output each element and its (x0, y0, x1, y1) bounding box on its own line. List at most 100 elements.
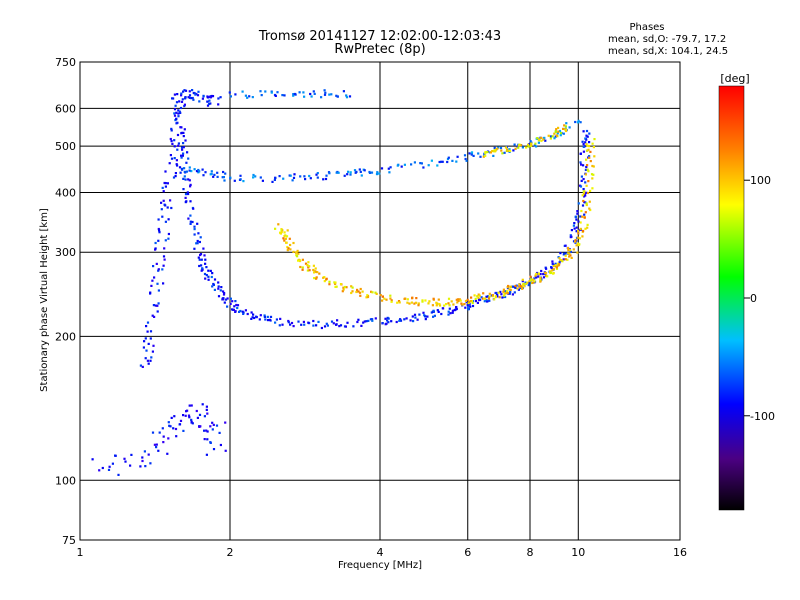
data-point (426, 315, 429, 318)
data-point (326, 324, 329, 327)
data-point (316, 176, 319, 179)
data-point (387, 167, 390, 170)
data-point (163, 258, 166, 261)
data-point (170, 416, 173, 419)
data-point (569, 250, 572, 253)
data-point (527, 143, 530, 146)
data-point (524, 281, 527, 284)
colorbar-gradient (718, 85, 745, 511)
data-point (366, 294, 369, 297)
x-tick-label: 10 (571, 546, 585, 559)
data-point (211, 428, 214, 431)
data-point (299, 265, 302, 269)
data-point (217, 285, 220, 288)
data-point (359, 287, 362, 291)
data-point (455, 307, 458, 311)
data-point (564, 254, 567, 257)
data-point (585, 191, 588, 194)
data-point (413, 302, 416, 305)
data-point (166, 452, 169, 455)
data-point (422, 166, 425, 169)
data-point (540, 139, 543, 142)
data-point (101, 466, 104, 470)
data-point (497, 291, 500, 294)
data-point (564, 125, 567, 128)
data-point (277, 223, 280, 226)
data-point (380, 167, 384, 170)
data-point (443, 304, 446, 307)
data-point (537, 141, 540, 144)
data-point (282, 237, 285, 240)
data-point (236, 304, 240, 307)
data-point (189, 220, 192, 223)
data-point (350, 285, 353, 288)
data-point (173, 139, 176, 142)
data-point (421, 300, 424, 303)
data-point (160, 208, 163, 211)
data-point (557, 130, 560, 133)
data-point (386, 316, 389, 319)
data-point (540, 136, 543, 139)
data-point (568, 255, 571, 258)
data-point (167, 421, 170, 424)
y-tick-label: 300 (55, 246, 76, 259)
data-point (146, 330, 149, 333)
data-point (486, 151, 489, 154)
data-point (415, 301, 418, 304)
data-point (533, 280, 536, 283)
data-point (451, 309, 454, 312)
data-point (338, 325, 341, 328)
data-points (91, 89, 596, 476)
data-point (503, 292, 506, 296)
data-point (212, 448, 216, 451)
data-point (174, 175, 177, 178)
data-point (212, 175, 215, 178)
data-point (539, 280, 542, 283)
data-point (447, 297, 451, 300)
data-point (149, 291, 152, 294)
data-point (216, 175, 219, 178)
data-point (196, 242, 199, 245)
data-point (431, 304, 434, 307)
data-point (477, 152, 480, 155)
data-point (555, 134, 558, 137)
data-point (193, 92, 196, 95)
data-point (325, 322, 328, 325)
data-point (144, 357, 147, 360)
data-point (151, 431, 155, 434)
data-point (312, 264, 315, 267)
data-point (432, 315, 435, 318)
data-point (346, 173, 349, 176)
data-point (582, 130, 585, 133)
data-point (588, 132, 591, 135)
data-point (474, 300, 477, 303)
data-point (289, 323, 292, 326)
data-point (529, 281, 532, 284)
data-point (170, 206, 173, 210)
data-point (549, 271, 552, 274)
data-point (574, 241, 577, 244)
data-point (191, 220, 194, 224)
data-point (192, 207, 195, 210)
data-point (234, 93, 237, 96)
data-point (572, 248, 575, 251)
data-point (169, 425, 172, 428)
data-point (476, 301, 479, 304)
data-point (224, 449, 227, 452)
data-point (365, 296, 368, 299)
data-point (301, 268, 304, 271)
data-point (304, 178, 307, 181)
data-point (493, 298, 496, 301)
data-point (405, 317, 408, 320)
data-point (242, 312, 245, 315)
y-axis-label: Stationary phase Virtual Height [km] (39, 208, 50, 392)
data-point (205, 429, 208, 432)
data-point (182, 146, 185, 149)
data-point (374, 291, 377, 294)
data-point (147, 342, 150, 345)
data-point (582, 192, 585, 195)
x-tick-label: 4 (377, 546, 384, 559)
data-point (526, 281, 529, 284)
data-point (196, 222, 199, 225)
data-point (168, 162, 171, 165)
